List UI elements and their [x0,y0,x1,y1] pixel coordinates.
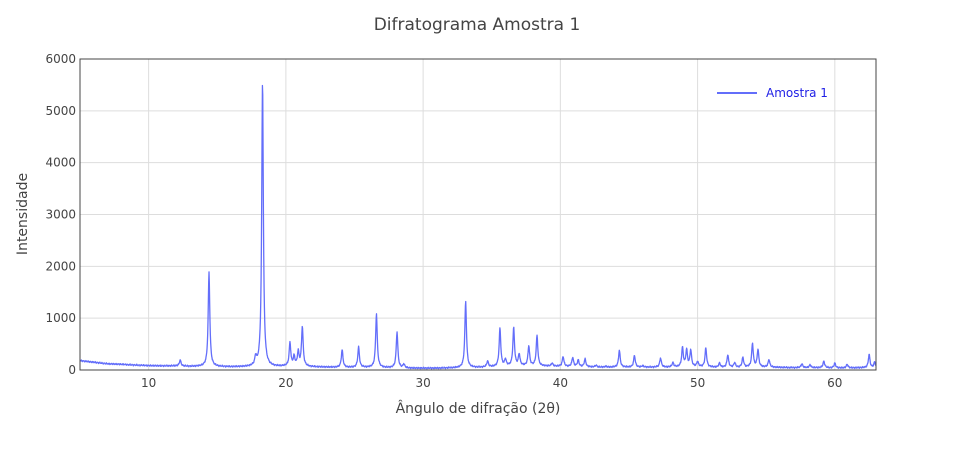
x-axis-ticks: 10 20 30 40 50 60 [141,376,842,390]
y-tick-label: 6000 [45,52,76,66]
y-tick-label: 1000 [45,311,76,325]
plot-area [80,84,876,370]
y-axis-ticks: 0 1000 2000 3000 4000 5000 6000 [45,52,76,377]
grid-lines [80,59,876,370]
chart-title: Difratograma Amostra 1 [374,15,581,35]
y-tick-label: 3000 [45,208,76,222]
x-tick-label: 50 [690,376,705,390]
x-tick-label: 30 [415,376,430,390]
x-tick-label: 20 [278,376,293,390]
y-tick-label: 4000 [45,156,76,170]
y-tick-label: 0 [68,363,76,377]
x-axis-title: Ângulo de difração (2θ) [396,399,561,417]
x-tick-label: 10 [141,376,156,390]
x-tick-label: 40 [553,376,568,390]
legend[interactable]: Amostra 1 [717,86,828,100]
y-tick-label: 2000 [45,259,76,273]
plot-frame [79,58,877,371]
y-tick-label: 5000 [45,104,76,118]
x-tick-label: 60 [827,376,842,390]
legend-label-amostra-1[interactable]: Amostra 1 [766,86,828,100]
series-line-amostra-1 [80,84,876,370]
y-axis-title: Intensidade [15,173,31,255]
